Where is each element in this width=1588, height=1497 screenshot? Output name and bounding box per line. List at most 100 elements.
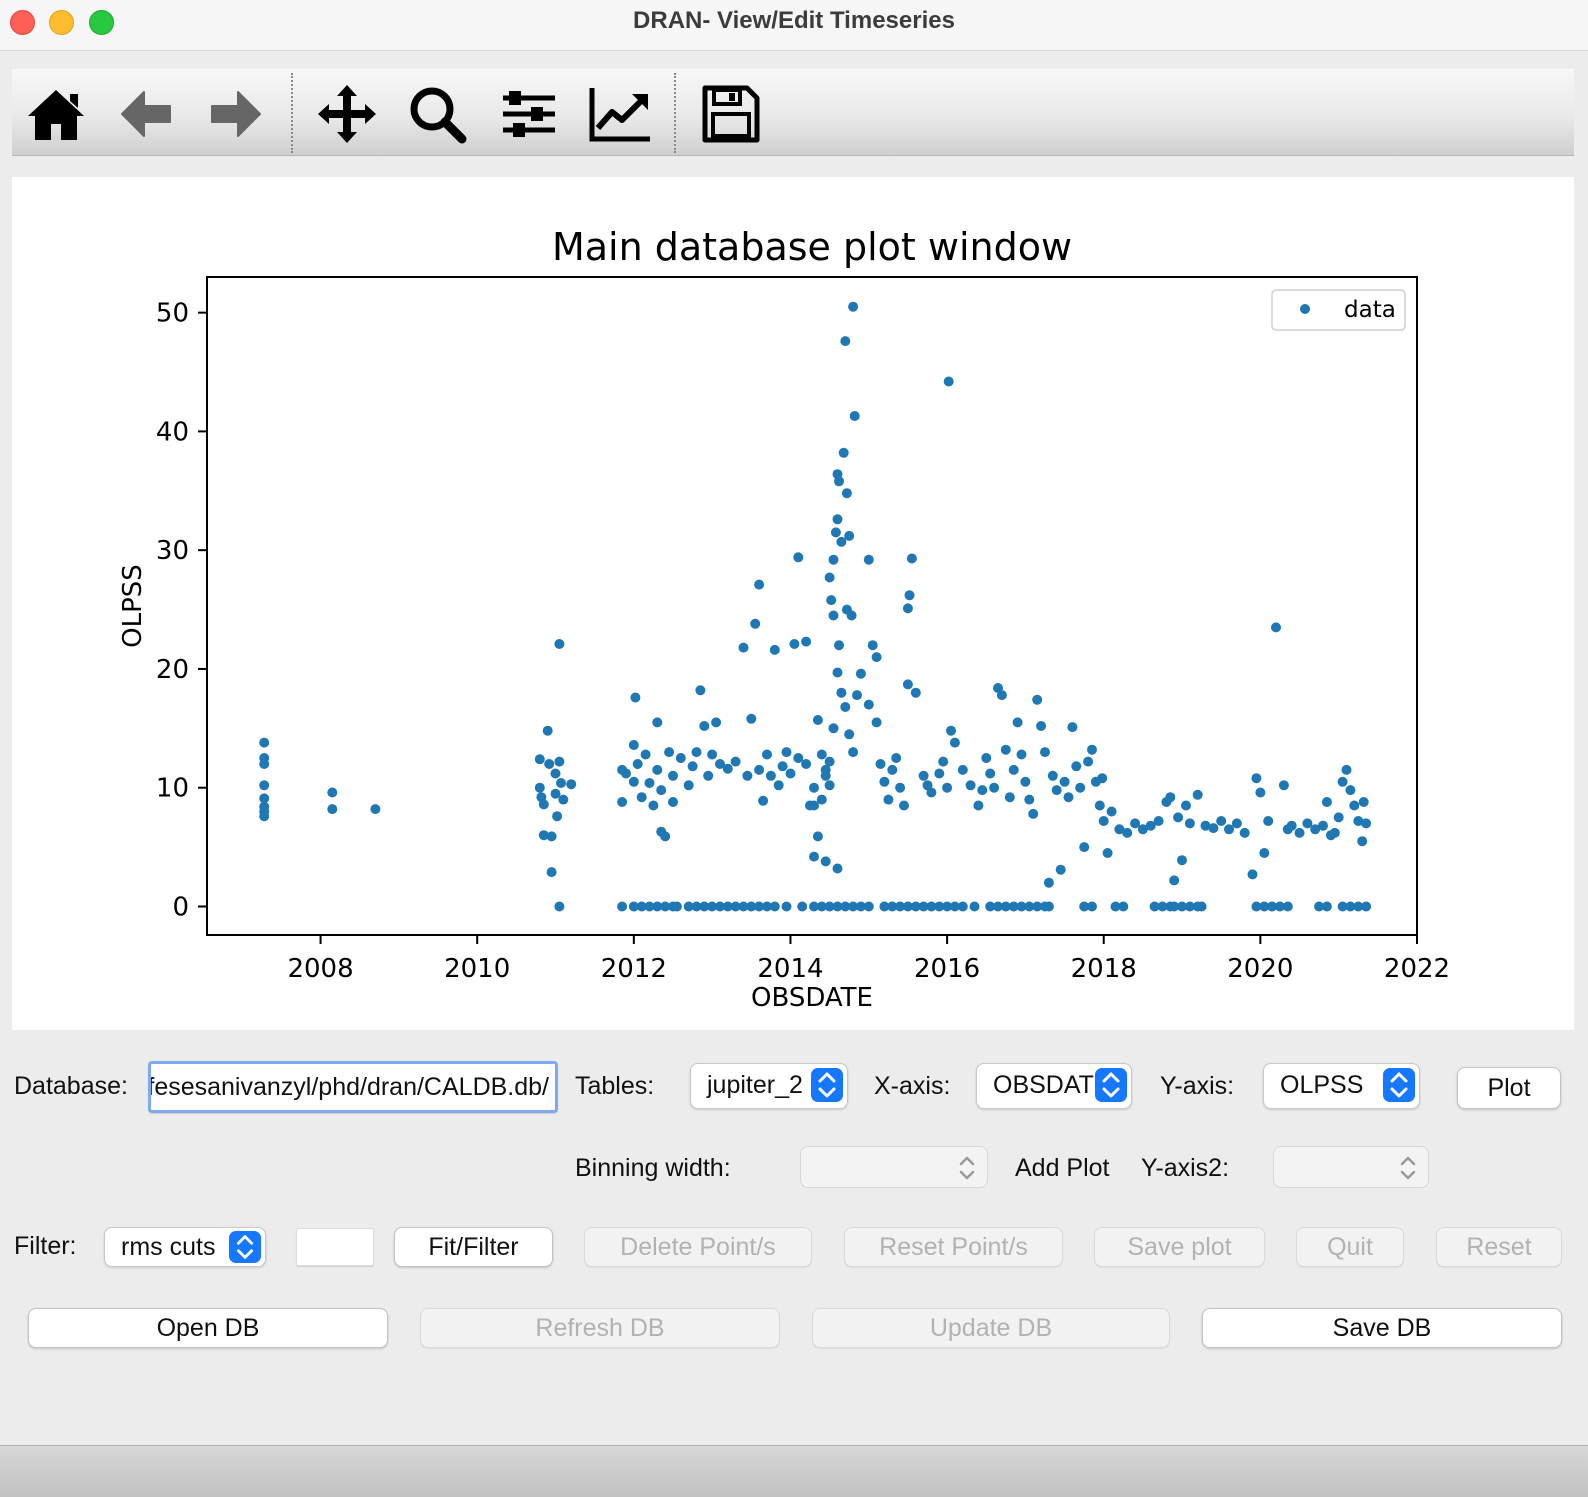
data-point[interactable] bbox=[820, 770, 831, 781]
data-point[interactable] bbox=[1192, 789, 1203, 800]
data-point[interactable] bbox=[846, 610, 857, 621]
data-point[interactable] bbox=[895, 901, 906, 912]
data-point[interactable] bbox=[1267, 901, 1278, 912]
data-point[interactable] bbox=[758, 795, 769, 806]
back-arrow-icon[interactable] bbox=[114, 84, 178, 144]
data-point[interactable] bbox=[1271, 622, 1281, 633]
data-point[interactable] bbox=[973, 800, 984, 811]
data-point[interactable] bbox=[1036, 721, 1047, 731]
data-point[interactable] bbox=[957, 764, 968, 775]
data-point[interactable] bbox=[1059, 776, 1070, 787]
data-point[interactable] bbox=[1079, 842, 1090, 853]
data-point[interactable] bbox=[1231, 818, 1242, 829]
data-point[interactable] bbox=[1114, 824, 1125, 835]
data-point[interactable] bbox=[824, 780, 835, 791]
data-point[interactable] bbox=[1047, 770, 1058, 781]
data-point[interactable] bbox=[754, 579, 765, 590]
save-db-button[interactable]: Save DB bbox=[1202, 1308, 1562, 1348]
data-point[interactable] bbox=[652, 901, 663, 912]
data-point[interactable] bbox=[327, 804, 338, 815]
data-point[interactable] bbox=[671, 901, 682, 912]
data-point[interactable] bbox=[1122, 827, 1133, 838]
data-point[interactable] bbox=[934, 901, 945, 912]
data-point[interactable] bbox=[1137, 824, 1148, 835]
data-point[interactable] bbox=[848, 747, 859, 758]
plot-canvas[interactable]: 2008 2010 2012 2014 2016 2018 2020 2022 0 10 20 30 4… bbox=[12, 177, 1574, 1030]
data-point[interactable] bbox=[1094, 800, 1105, 811]
data-point[interactable] bbox=[687, 761, 698, 772]
data-point[interactable] bbox=[1051, 785, 1062, 796]
data-point[interactable] bbox=[550, 768, 561, 779]
data-point[interactable] bbox=[656, 785, 667, 796]
data-point[interactable] bbox=[841, 488, 852, 499]
data-point[interactable] bbox=[621, 768, 631, 779]
data-point[interactable] bbox=[985, 901, 996, 912]
update-db-button[interactable]: Update DB bbox=[812, 1308, 1170, 1348]
data-point[interactable] bbox=[1278, 780, 1289, 791]
data-point[interactable] bbox=[683, 901, 694, 912]
data-point[interactable] bbox=[370, 804, 381, 815]
data-point[interactable] bbox=[801, 759, 812, 769]
data-point[interactable] bbox=[1333, 812, 1344, 823]
data-point[interactable] bbox=[934, 768, 945, 779]
data-point[interactable] bbox=[1282, 901, 1293, 912]
data-point[interactable] bbox=[805, 800, 815, 811]
data-point[interactable] bbox=[1358, 797, 1369, 807]
data-point[interactable] bbox=[1337, 776, 1348, 787]
zoom-icon[interactable] bbox=[406, 84, 470, 144]
data-point[interactable] bbox=[828, 554, 839, 565]
data-point[interactable] bbox=[1274, 901, 1285, 912]
data-point[interactable] bbox=[895, 782, 906, 793]
delete-points-button[interactable]: Delete Point/s bbox=[584, 1227, 812, 1267]
data-point[interactable] bbox=[1224, 824, 1234, 835]
data-point[interactable] bbox=[715, 901, 725, 912]
data-point[interactable] bbox=[844, 530, 855, 541]
quit-button[interactable]: Quit bbox=[1296, 1227, 1404, 1267]
data-point[interactable] bbox=[957, 901, 968, 912]
data-point[interactable] bbox=[949, 737, 960, 748]
data-point[interactable] bbox=[812, 831, 823, 842]
data-point[interactable] bbox=[558, 794, 569, 805]
data-point[interactable] bbox=[1321, 797, 1332, 807]
data-point[interactable] bbox=[636, 901, 647, 912]
data-point[interactable] bbox=[902, 679, 913, 690]
data-point[interactable] bbox=[769, 644, 780, 655]
save-plot-button[interactable]: Save plot bbox=[1094, 1227, 1265, 1267]
data-point[interactable] bbox=[902, 901, 913, 912]
data-point[interactable] bbox=[1008, 901, 1019, 912]
data-point[interactable] bbox=[660, 901, 671, 912]
reset-points-button[interactable]: Reset Point/s bbox=[844, 1227, 1063, 1267]
data-point[interactable] bbox=[1341, 764, 1352, 775]
data-point[interactable] bbox=[259, 811, 270, 822]
forward-arrow-icon[interactable] bbox=[204, 84, 268, 144]
data-point[interactable] bbox=[1149, 901, 1160, 912]
data-point[interactable] bbox=[793, 552, 804, 563]
pan-icon[interactable] bbox=[315, 84, 379, 144]
data-point[interactable] bbox=[691, 901, 702, 912]
data-point[interactable] bbox=[1071, 761, 1082, 772]
data-point[interactable] bbox=[1184, 818, 1195, 829]
data-point[interactable] bbox=[809, 782, 819, 793]
data-point[interactable] bbox=[1357, 836, 1368, 847]
data-point[interactable] bbox=[793, 753, 804, 763]
data-point[interactable] bbox=[1043, 901, 1054, 912]
x-axis-select[interactable]: OBSDATE bbox=[976, 1063, 1132, 1109]
data-point[interactable] bbox=[1259, 901, 1270, 912]
data-point[interactable] bbox=[1247, 869, 1258, 880]
data-point[interactable] bbox=[910, 687, 921, 698]
data-point[interactable] bbox=[852, 690, 862, 701]
data-point[interactable] bbox=[773, 780, 784, 791]
data-point[interactable] bbox=[644, 901, 655, 912]
data-point[interactable] bbox=[566, 779, 577, 790]
data-point[interactable] bbox=[1337, 901, 1348, 912]
data-point[interactable] bbox=[1130, 818, 1141, 829]
data-point[interactable] bbox=[1239, 827, 1250, 838]
data-point[interactable] bbox=[943, 376, 954, 387]
data-point[interactable] bbox=[1106, 806, 1117, 817]
data-point[interactable] bbox=[1329, 827, 1340, 838]
data-point[interactable] bbox=[640, 749, 651, 760]
data-point[interactable] bbox=[1181, 800, 1191, 811]
data-point[interactable] bbox=[630, 692, 641, 703]
data-point[interactable] bbox=[1016, 901, 1027, 912]
open-db-button[interactable]: Open DB bbox=[28, 1308, 388, 1348]
